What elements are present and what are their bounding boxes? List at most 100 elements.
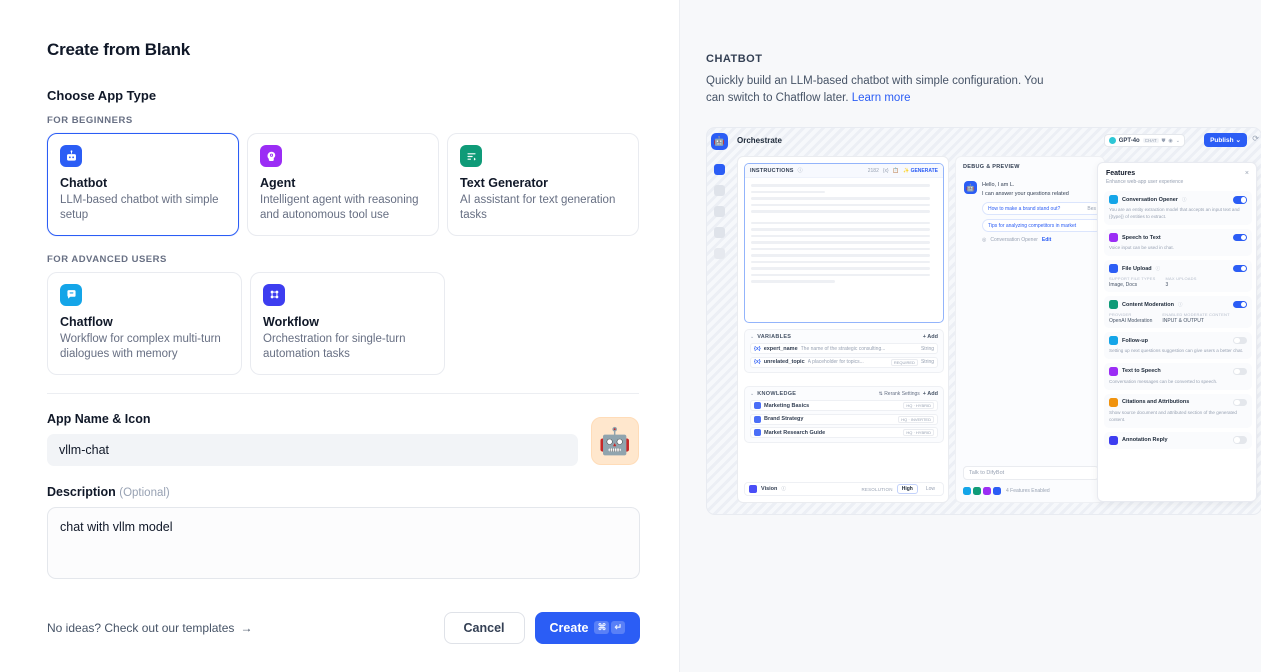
- variable-name: expert_name: [763, 345, 798, 352]
- variables-title: VARIABLES: [757, 334, 792, 341]
- feature-toggle[interactable]: [1233, 264, 1247, 273]
- variable-type: String: [920, 359, 934, 366]
- feature-kv-value: OpenAI Moderation: [1109, 318, 1153, 325]
- feature-toggle[interactable]: [1233, 300, 1247, 309]
- suggestion-chip[interactable]: Tips for analyzing competitors in market: [982, 219, 1102, 233]
- app-type-card-chatflow[interactable]: Chatflow Workflow for complex multi-turn…: [47, 271, 242, 375]
- templates-link[interactable]: No ideas? Check out our templates →: [47, 621, 252, 635]
- feature-kv-key: MAX UPLOADS: [1165, 276, 1197, 282]
- suggestion-chip[interactable]: How to make a brand stand out? Bes: [982, 202, 1102, 216]
- variable-type-icon: {x}: [754, 359, 761, 366]
- variable-insert-icon[interactable]: {x}: [882, 167, 889, 174]
- sidebar-item-settings-icon[interactable]: [713, 248, 725, 260]
- preview-screenshot: 🤖 Orchestrate GPT-4o CHAT ⛊ ◉ ⌄ Publish …: [706, 127, 1261, 516]
- feature-toggle[interactable]: [1233, 398, 1247, 407]
- knowledge-name: Market Research Guide: [764, 429, 826, 436]
- rerank-settings-button[interactable]: ⇅ Rerank Settings: [878, 391, 920, 398]
- app-type-row-beginners: Chatbot LLM-based chatbot with simple se…: [47, 133, 639, 236]
- resolution-low-option[interactable]: Low: [925, 486, 935, 493]
- eye-icon: ◉: [1168, 137, 1173, 144]
- variable-row[interactable]: {x} unrelated_topic A placeholder for to…: [750, 356, 938, 368]
- clipboard-icon[interactable]: 📋: [892, 167, 899, 174]
- variables-add-button[interactable]: + Add: [922, 334, 938, 341]
- feature-toggle[interactable]: [1233, 196, 1247, 204]
- chevron-down-icon[interactable]: ⌄: [750, 391, 755, 398]
- app-type-card-text-generator[interactable]: Text Generator AI assistant for text gen…: [447, 133, 639, 236]
- variable-row[interactable]: {x} expert_name The name of the strategi…: [750, 343, 938, 355]
- feature-item-content-moderation[interactable]: Content Moderation ⓘ PROVIDER OpenAI Mod…: [1104, 296, 1252, 329]
- feature-item-citations-and-attributions[interactable]: Citations and Attributions Show source d…: [1104, 393, 1252, 428]
- publish-button[interactable]: Publish ⌄: [1204, 133, 1247, 148]
- generate-button[interactable]: ✨ GENERATE: [902, 167, 938, 174]
- citations-icon: [1109, 397, 1118, 407]
- app-name-label: App Name & Icon: [47, 411, 151, 426]
- sidebar-item-orchestrate-icon[interactable]: [713, 164, 725, 176]
- cancel-button[interactable]: Cancel: [443, 611, 525, 644]
- resolution-high-option[interactable]: High: [896, 484, 918, 495]
- info-icon: ⓘ: [1177, 301, 1183, 307]
- instructions-body-placeholder: [745, 178, 943, 283]
- greeting-line-1: Hello, I am L.: [982, 182, 1015, 189]
- conversation-opener-icon: [1109, 195, 1118, 205]
- variables-section: ⌄ VARIABLES + Add {x} expert_name The na…: [744, 329, 944, 373]
- create-shortcut: ⌘ ↵: [594, 621, 625, 635]
- feature-toggle[interactable]: [1233, 436, 1247, 444]
- feature-item-follow-up[interactable]: Follow-up Setting up next questions sugg…: [1104, 332, 1252, 359]
- feature-item-conversation-opener[interactable]: Conversation Opener ⓘ You are an entity …: [1104, 191, 1252, 226]
- app-type-card-agent[interactable]: Agent Intelligent agent with reasoning a…: [247, 133, 439, 236]
- dataset-icon: [754, 415, 761, 423]
- chat-input[interactable]: Talk to DifyBot: [963, 466, 1099, 481]
- knowledge-tag: HQ · HYBRID: [903, 429, 934, 437]
- knowledge-section: ⌄ KNOWLEDGE ⇅ Rerank Settings + Add Mark…: [744, 386, 944, 444]
- app-icon-picker[interactable]: 🤖: [591, 416, 639, 465]
- feature-item-speech-to-text[interactable]: Speech to Text Voice input can be used i…: [1104, 229, 1252, 257]
- create-button[interactable]: Create ⌘ ↵: [534, 611, 640, 644]
- chevron-down-icon: ⌄: [1175, 137, 1180, 144]
- close-icon[interactable]: ×: [1244, 170, 1249, 178]
- edit-opener-button[interactable]: Edit: [1041, 237, 1052, 244]
- page-title: Create from Blank: [47, 40, 191, 59]
- variable-desc: A placeholder for topics...: [807, 359, 864, 366]
- model-selector[interactable]: GPT-4o CHAT ⛊ ◉ ⌄: [1103, 134, 1185, 148]
- feature-toggle[interactable]: [1233, 233, 1247, 242]
- app-type-card-workflow[interactable]: Workflow Orchestration for single-turn a…: [250, 271, 445, 375]
- knowledge-add-button[interactable]: + Add: [922, 391, 938, 398]
- sidebar-item-logs-icon[interactable]: [713, 206, 725, 218]
- feature-kv-value: Image, Docs: [1109, 282, 1138, 289]
- chatbot-icon: [60, 145, 82, 167]
- knowledge-row[interactable]: Market Research Guide HQ · HYBRID: [750, 427, 938, 439]
- feature-item-annotation-reply[interactable]: Annotation Reply: [1104, 431, 1252, 449]
- description-label-text: Description: [47, 484, 116, 499]
- greeting-line-2: I can answer your questions related: [982, 190, 1069, 197]
- description-textarea[interactable]: [47, 506, 640, 579]
- app-type-card-chatbot[interactable]: Chatbot LLM-based chatbot with simple se…: [47, 133, 239, 236]
- bot-avatar: 🤖: [964, 181, 977, 195]
- knowledge-header: ⌄ KNOWLEDGE ⇅ Rerank Settings + Add: [750, 391, 938, 397]
- variable-desc: The name of the strategic consulting...: [800, 345, 886, 352]
- agent-icon: [260, 145, 282, 167]
- content-moderation-icon: [1109, 300, 1118, 310]
- feature-toggle[interactable]: [1233, 336, 1247, 345]
- learn-more-link[interactable]: Learn more: [851, 91, 911, 104]
- feature-item-text-to-speech[interactable]: Text to Speech Conversation messages can…: [1104, 362, 1252, 390]
- app-type-name: Chatbot: [60, 176, 108, 190]
- knowledge-row[interactable]: Brand Strategy HQ · INVERTED: [750, 413, 938, 425]
- sidebar-item-dataset-icon[interactable]: [713, 185, 725, 197]
- description-label: Description (Optional): [47, 485, 639, 499]
- workflow-icon: [263, 283, 285, 306]
- app-name-input[interactable]: [47, 433, 579, 466]
- feature-name: Follow-up: [1122, 337, 1148, 344]
- chevron-down-icon[interactable]: ⌄: [750, 334, 755, 341]
- sidebar-item-annotations-icon[interactable]: [713, 227, 725, 239]
- feature-icon-file-upload: [973, 487, 981, 496]
- knowledge-row[interactable]: Marketing Basics HQ · HYBRID: [750, 400, 938, 412]
- text-to-speech-icon: [1109, 366, 1118, 376]
- history-icon[interactable]: ⟳: [1252, 134, 1259, 144]
- variable-type: String: [920, 345, 934, 352]
- features-list: Conversation Opener ⓘ You are an entity …: [1104, 191, 1252, 452]
- feature-kv-key: PROVIDER: [1109, 312, 1132, 318]
- orchestrate-panel: INSTRUCTIONS ⓘ 2182 {x} 📋 ✨ GENERATE: [737, 156, 949, 504]
- feature-item-file-upload[interactable]: File Upload ⓘ SUPPORT FILE TYPES Image, …: [1104, 260, 1252, 293]
- kbd-enter-icon: ↵: [611, 621, 625, 635]
- feature-toggle[interactable]: [1233, 367, 1247, 376]
